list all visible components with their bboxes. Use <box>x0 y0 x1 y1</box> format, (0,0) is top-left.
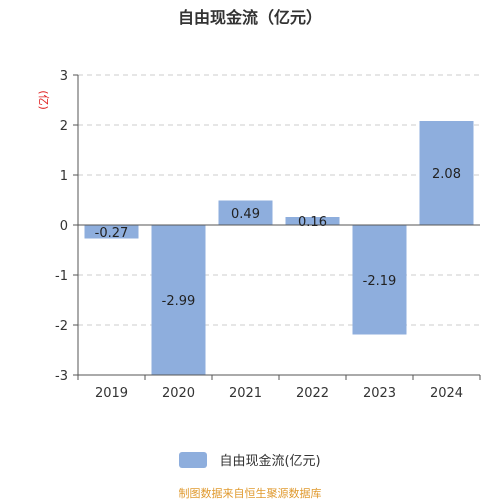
bar-2021[interactable] <box>218 200 273 226</box>
legend-swatch <box>179 451 208 468</box>
data-label-2024: 2.08 <box>432 167 461 182</box>
x-tick-label-2021: 2021 <box>229 386 262 401</box>
legend[interactable]: 自由现金流(亿元) <box>0 450 500 469</box>
y-tick-label-4: 1 <box>60 169 68 184</box>
data-label-2021: 0.49 <box>231 207 260 222</box>
x-tick-label-2022: 2022 <box>296 386 329 401</box>
bars <box>84 121 474 375</box>
data-label-2023: -2.19 <box>363 274 397 289</box>
y-tick-label-1: -2 <box>55 319 68 334</box>
bar-2024[interactable] <box>419 121 474 225</box>
bar-2020[interactable] <box>151 225 206 375</box>
bar-2022[interactable] <box>285 217 340 225</box>
chart-title: 自由现金流（亿元） <box>177 8 322 27</box>
x-tick-label-2023: 2023 <box>363 386 396 401</box>
x-tick-label-2019: 2019 <box>95 386 128 401</box>
y-tick-label-3: 0 <box>60 219 68 234</box>
axes: -3 -2 -1 0 1 2 3 (亿) 2019 2020 2021 2022 2023 2024 <box>37 69 481 401</box>
x-tick-label-2020: 2020 <box>162 386 195 401</box>
source-note: 制图数据来自恒生聚源数据库 <box>178 487 322 500</box>
data-label-2020: -2.99 <box>162 294 196 309</box>
y-tick-label-2: -1 <box>55 269 68 284</box>
y-tick-label-5: 2 <box>60 119 68 134</box>
y-axis-label: (亿) <box>37 90 50 110</box>
y-tick-label-0: -3 <box>55 369 68 384</box>
data-labels: -0.27 -2.99 0.49 0.16 -2.19 2.08 <box>95 167 461 309</box>
legend-label: 自由现金流(亿元) <box>219 454 321 469</box>
bar-2023[interactable] <box>352 225 407 335</box>
bar-2019[interactable] <box>84 225 139 239</box>
y-tick-label-6: 3 <box>60 69 68 84</box>
data-label-2019: -0.27 <box>95 226 129 241</box>
data-label-2022: 0.16 <box>298 215 327 230</box>
x-tick-label-2024: 2024 <box>430 386 463 401</box>
